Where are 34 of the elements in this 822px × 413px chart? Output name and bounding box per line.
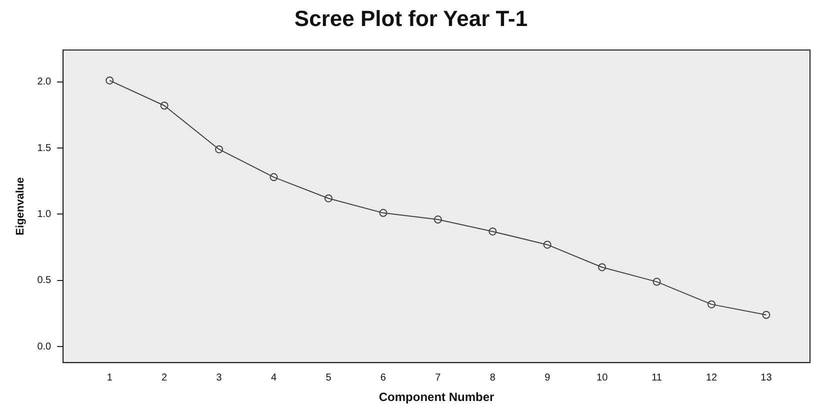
- y-tick-label: 0.0: [37, 341, 52, 352]
- x-tick-label: 6: [380, 372, 386, 384]
- x-tick-label: 7: [435, 372, 442, 384]
- x-tick-label: 1: [106, 372, 113, 384]
- point: [324, 194, 332, 202]
- point: [598, 263, 606, 272]
- y-tick-label: 2.0: [37, 76, 52, 88]
- point: [379, 208, 388, 217]
- point: [270, 173, 278, 182]
- point: [215, 145, 224, 154]
- x-tick-label: 2: [162, 372, 168, 384]
- point: [106, 76, 114, 84]
- point: [652, 278, 661, 286]
- x-tick-label: 5: [326, 372, 332, 384]
- chart-title: Scree Plot for Year T-1: [293, 6, 529, 32]
- point: [434, 216, 442, 224]
- x-tick-label: 10: [596, 372, 608, 384]
- x-tick-label: 8: [490, 372, 496, 384]
- x-tick-label: 12: [706, 372, 718, 384]
- x-tick-label: 11: [652, 372, 662, 384]
- y-tick-label: 0.5: [37, 275, 52, 286]
- x-tick-label: 4: [270, 372, 277, 384]
- x-axis-title: Component Number: [378, 390, 495, 404]
- point: [543, 240, 552, 249]
- x-tick-label: 3: [216, 372, 222, 384]
- point: [708, 300, 716, 308]
- x-tick-label: 9: [544, 372, 551, 384]
- y-tick-label: 1.0: [37, 208, 52, 220]
- point: [488, 227, 497, 236]
- x-tick-label: 13: [760, 372, 772, 384]
- point: [762, 310, 770, 319]
- point: [160, 102, 168, 110]
- y-tick-label: 1.5: [37, 142, 52, 154]
- y-axis-title: Eigenvalue: [14, 177, 27, 236]
